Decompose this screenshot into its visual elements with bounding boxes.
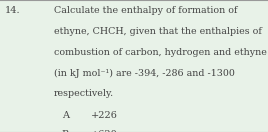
Text: (in kJ mol⁻¹) are -394, -286 and -1300: (in kJ mol⁻¹) are -394, -286 and -1300 <box>54 69 234 78</box>
Text: 14.: 14. <box>5 6 20 15</box>
Text: +620: +620 <box>91 130 118 132</box>
Text: Calculate the enthalpy of formation of: Calculate the enthalpy of formation of <box>54 6 237 15</box>
Text: combustion of carbon, hydrogen and ethyne: combustion of carbon, hydrogen and ethyn… <box>54 48 266 57</box>
Text: B: B <box>62 130 69 132</box>
Text: ethyne, CHCH, given that the enthalpies of: ethyne, CHCH, given that the enthalpies … <box>54 27 262 36</box>
Text: A: A <box>62 111 69 120</box>
Text: respectively.: respectively. <box>54 89 114 98</box>
Text: +226: +226 <box>91 111 118 120</box>
